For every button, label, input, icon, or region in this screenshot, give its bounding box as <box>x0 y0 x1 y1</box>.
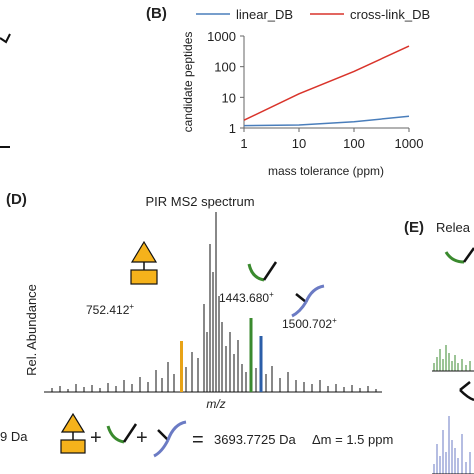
equation-blue-peptide-glyph <box>153 420 187 458</box>
y-tick-label: 1000 <box>207 29 236 44</box>
reporter-ion-glyph <box>130 240 158 285</box>
equation-left-partial: 9 Da <box>0 429 28 444</box>
x-axis-title: mass tolerance (ppm) <box>268 164 384 178</box>
legend-label-cross-link-db: cross-link_DB <box>350 7 430 22</box>
x-tick-label: 1 <box>240 136 247 151</box>
panel-d-ms2-spectrum: (D) PIR MS2 spectrum Rel. Abundance m/z … <box>0 191 393 458</box>
panel-e-crosslink-glyph <box>462 247 474 263</box>
spectrum-noise-peaks <box>51 212 377 392</box>
green-peptide-glyph <box>247 261 278 282</box>
peak-label-1500: 1500.702+ <box>282 316 337 331</box>
panel-a-remnant-glyph <box>0 33 11 44</box>
panel-e-green-spectrum <box>433 345 471 371</box>
panel-e-blue-spectrum <box>433 416 471 474</box>
y-axis-title: candidate peptides <box>181 32 195 133</box>
peak-752-bar <box>180 341 183 392</box>
spectrum-title: PIR MS2 spectrum <box>145 194 254 209</box>
peak-label-752: 752.412+ <box>86 302 134 317</box>
legend-label-linear-db: linear_DB <box>236 7 293 22</box>
y-tick-label: 1 <box>229 121 236 136</box>
panel-e-green-glyph <box>444 251 465 264</box>
equation-green-peptide-glyph <box>106 423 138 444</box>
panel-b-label: (B) <box>146 5 167 22</box>
x-tick-label: 1000 <box>395 136 424 151</box>
series-line-cross-link-db <box>243 45 410 121</box>
x-tick-label: 100 <box>343 136 365 151</box>
panel-e-title-partial: Relea <box>436 220 471 235</box>
panel-d-label: (D) <box>6 191 27 208</box>
spectrum-x-axis-title: m/z <box>206 397 225 411</box>
equation-reporter-glyph <box>60 412 86 454</box>
peak-label-1443: 1443.680+ <box>219 290 274 305</box>
mass-equation: 9 Da + + = 3693.7725 Da Δm = 1.5 ppm <box>0 412 393 458</box>
equation-equals: = <box>192 429 204 451</box>
x-tick-label: 10 <box>292 136 306 151</box>
y-tick-label: 100 <box>214 60 236 75</box>
panel-e-blue-glyph <box>459 381 474 402</box>
series-line-linear-db <box>243 115 410 127</box>
equation-plus-1: + <box>90 427 102 449</box>
equation-mass: 3693.7725 Da <box>214 432 296 447</box>
panel-b-line-chart: (B) linear_DB cross-link_DB 1 10 100 100011… <box>146 5 430 178</box>
axis-ticks: 1 10 100 1000 1 10 100 1000 <box>207 29 423 151</box>
panel-e-cropped: (E) Relea <box>404 219 474 474</box>
chart-legend: linear_DB cross-link_DB <box>196 7 430 22</box>
panel-e-label: (E) <box>404 219 424 236</box>
equation-delta: Δm = 1.5 ppm <box>312 432 393 447</box>
equation-plus-2: + <box>136 427 148 449</box>
y-tick-label: 10 <box>222 90 236 105</box>
blue-peptide-glyph <box>291 284 325 318</box>
spectrum-y-axis-title: Rel. Abundance <box>24 284 39 376</box>
